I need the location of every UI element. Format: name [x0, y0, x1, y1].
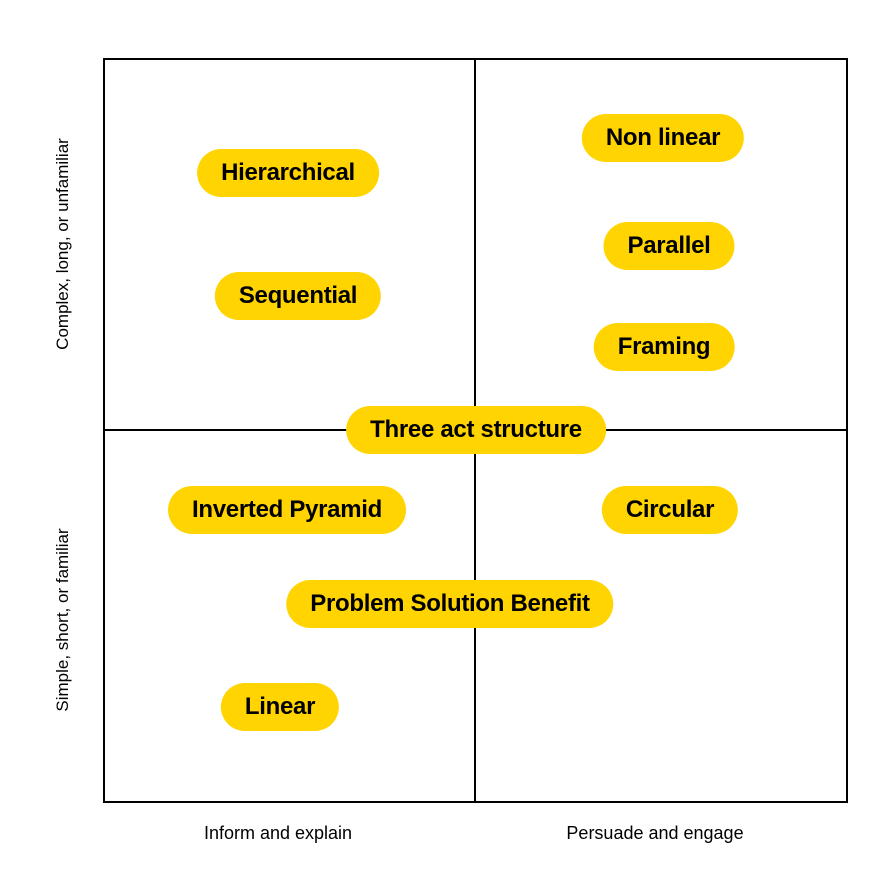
pill-item: Circular — [602, 486, 738, 534]
y-axis-label-top: Complex, long, or unfamiliar — [53, 138, 73, 350]
pill-item: Sequential — [215, 272, 381, 320]
y-axis-label-bottom: Simple, short, or familiar — [53, 528, 73, 711]
quadrant-diagram: Hierarchical Sequential Non linear Parallel… — [0, 0, 896, 896]
x-axis-label-left: Inform and explain — [204, 823, 352, 844]
pill-item: Three act structure — [346, 406, 606, 454]
pill-item: Framing — [594, 323, 735, 371]
pill-item: Hierarchical — [197, 149, 379, 197]
pill-item: Problem Solution Benefit — [286, 580, 613, 628]
pill-item: Inverted Pyramid — [168, 486, 406, 534]
pill-item: Linear — [221, 683, 339, 731]
pill-item: Non linear — [582, 114, 744, 162]
pill-item: Parallel — [604, 222, 735, 270]
x-axis-label-right: Persuade and engage — [566, 823, 743, 844]
